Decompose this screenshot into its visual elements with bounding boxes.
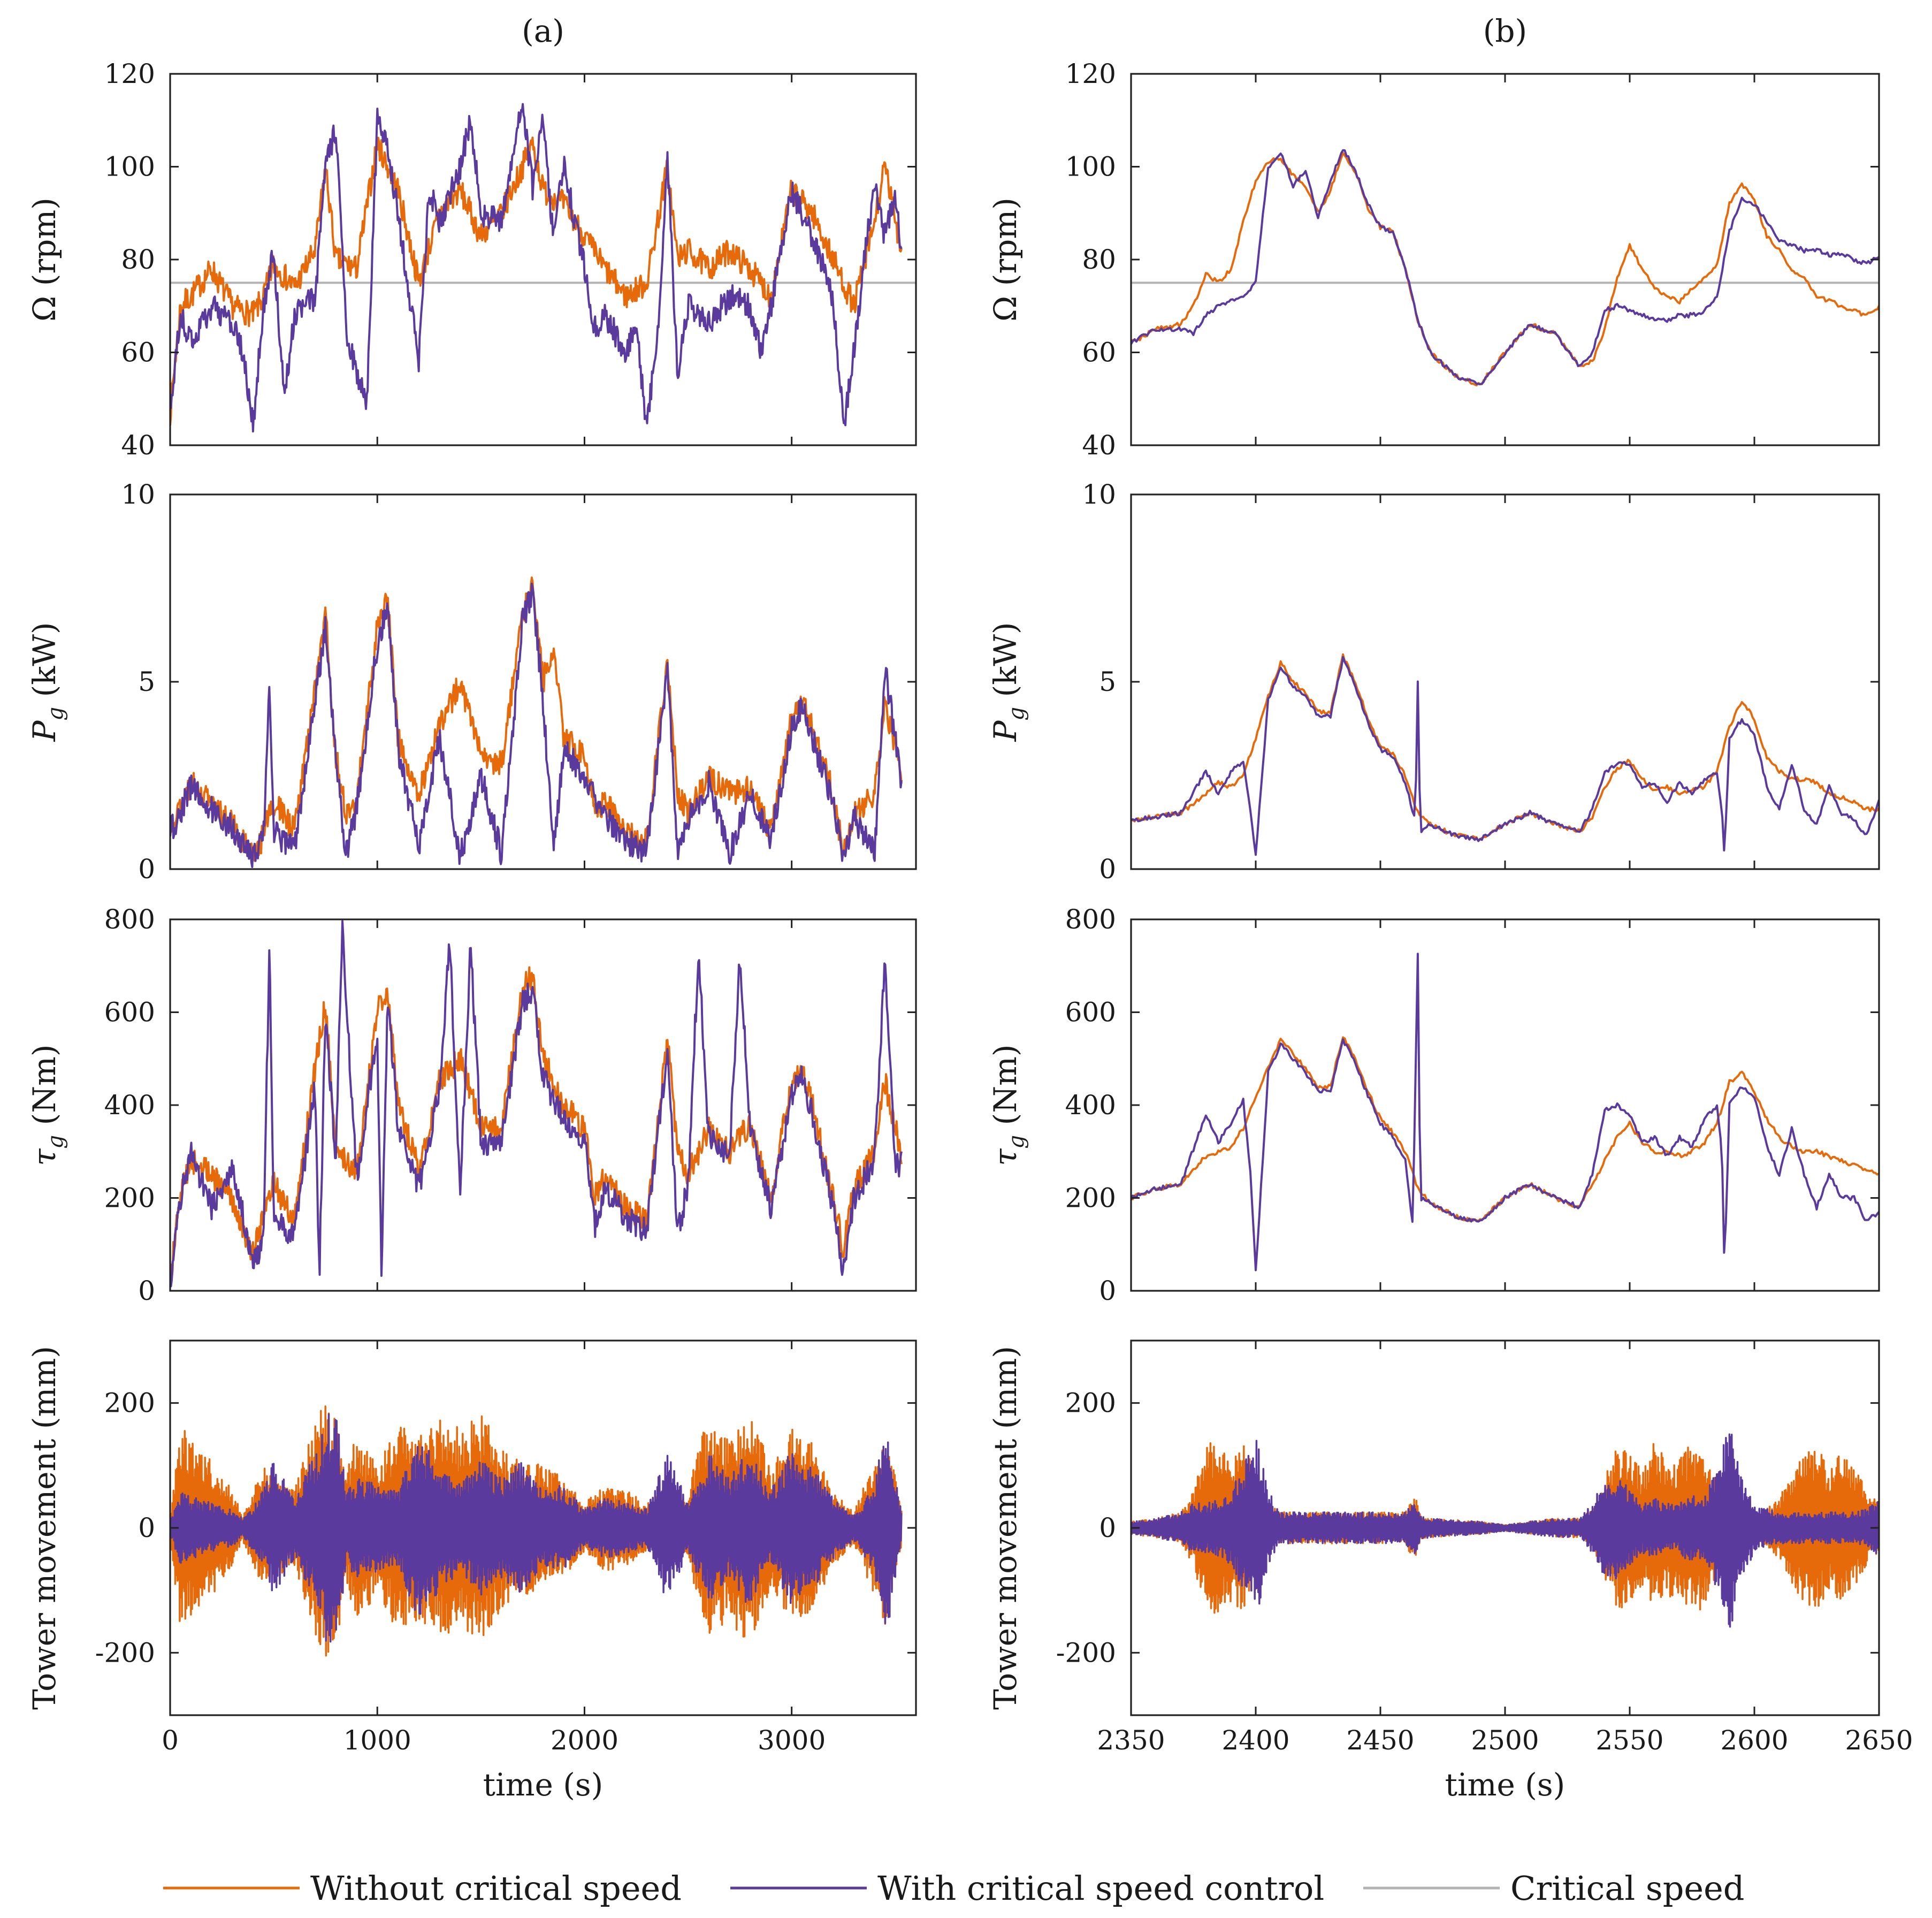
x-tick-label: 2450	[1346, 1725, 1414, 1756]
panel-b-tower: 2350 2400 2450 2500 2550 2600 2650 -200 0 200 Towe…	[987, 1339, 1913, 1803]
y-tick-label: 200	[104, 1183, 155, 1214]
series-line-with	[170, 920, 903, 1288]
panel-title-b-omega: (b)	[1483, 13, 1527, 49]
y-tick-label: 10	[1082, 479, 1116, 510]
plot-area-b-tower	[1131, 1433, 1879, 1628]
y-tick-label: 600	[1065, 997, 1116, 1028]
panel-b-omega: (b) 40 60 80 100 120 Ω (rpm)	[987, 13, 1880, 461]
series-line-with	[1131, 656, 1879, 856]
y-tick-label: 800	[104, 904, 155, 935]
y-tick-label: 0	[1099, 1512, 1116, 1543]
y-tick-label: 200	[104, 1388, 155, 1419]
y-tick-label: 600	[104, 997, 155, 1028]
y-tick-label: 0	[1099, 854, 1116, 885]
axes-frame	[1130, 493, 1880, 870]
y-tick-label: 120	[104, 58, 155, 89]
x-tick-label: 2550	[1595, 1725, 1663, 1756]
plot-area-a-omega	[170, 103, 916, 433]
y-tick-label: 100	[1065, 151, 1116, 182]
series-line-with	[170, 582, 903, 868]
series-line-without	[1131, 152, 1879, 386]
y-tick-label: 200	[1065, 1388, 1116, 1419]
series-line-with	[1131, 953, 1879, 1272]
plot-area-a-power	[170, 576, 903, 868]
x-tick-label: 3000	[758, 1725, 826, 1756]
y-tick-label: 800	[1065, 904, 1116, 935]
panel-a-torque: 0 200 400 600 800 τg (Nm)	[26, 904, 917, 1306]
plot-area-b-omega	[1131, 149, 1879, 386]
y-tick-label: 60	[121, 337, 155, 368]
series-line-without	[1131, 653, 1879, 842]
plot-area-b-power	[1131, 653, 1879, 856]
y-tick-label: 5	[1099, 666, 1116, 697]
y-tick-label: 0	[138, 854, 155, 885]
y-tick-label: 200	[1065, 1183, 1116, 1214]
x-axis-label: time (s)	[1445, 1767, 1566, 1803]
y-axis-label: Tower movement (mm)	[26, 1346, 63, 1710]
x-tick-label: 2500	[1471, 1725, 1539, 1756]
y-tick-label: -200	[95, 1637, 155, 1668]
plot-area-a-torque	[170, 920, 903, 1288]
x-tick-label: 0	[162, 1725, 179, 1756]
y-tick-label: 0	[1099, 1275, 1116, 1306]
y-tick-label: 120	[1065, 58, 1116, 89]
legend-label-without: Without critical speed	[310, 1869, 682, 1908]
series-line-with	[1131, 149, 1879, 385]
panel-title-a-omega: (a)	[522, 13, 564, 49]
y-axis-label: τg (Nm)	[987, 1044, 1029, 1166]
x-axis-label: time (s)	[483, 1767, 604, 1803]
y-axis-label: Ω (rpm)	[987, 197, 1024, 322]
y-tick-label: -200	[1056, 1637, 1116, 1668]
y-tick-label: 5	[138, 666, 155, 697]
y-tick-label: 0	[138, 1275, 155, 1306]
legend-label-with: With critical speed control	[877, 1869, 1324, 1908]
y-tick-label: 100	[104, 151, 155, 182]
series-line-without	[1131, 1036, 1879, 1222]
series-oscillation-with	[1131, 1433, 1879, 1628]
x-tick-label: 2400	[1221, 1725, 1289, 1756]
x-tick-label: 2600	[1720, 1725, 1788, 1756]
y-tick-label: 10	[121, 479, 155, 510]
y-tick-label: 40	[121, 430, 155, 461]
axes-frame	[169, 918, 917, 1292]
panel-b-power: 0 5 10 Pg (kW)	[987, 479, 1880, 885]
y-tick-label: 60	[1082, 337, 1116, 368]
y-axis-label: τg (Nm)	[26, 1044, 68, 1166]
y-axis-label: Ω (rpm)	[26, 197, 63, 322]
legend-label-critical: Critical speed	[1510, 1869, 1744, 1908]
y-tick-label: 80	[1082, 244, 1116, 275]
y-axis-label: Tower movement (mm)	[987, 1346, 1024, 1710]
panel-a-omega: (a) 40 60 80 100 120 Ω (rpm)	[26, 13, 917, 461]
axes-frame	[1130, 73, 1880, 446]
x-tick-label: 2650	[1845, 1725, 1913, 1756]
plot-area-b-torque	[1131, 953, 1879, 1272]
plot-area-a-tower	[170, 1405, 903, 1657]
panel-a-power: 0 5 10 Pg (kW)	[26, 479, 917, 885]
series-line-without	[170, 136, 903, 426]
y-axis-label: Pg (kW)	[26, 622, 68, 742]
y-tick-label: 400	[1065, 1090, 1116, 1121]
x-tick-label: 1000	[343, 1725, 411, 1756]
legend: Without critical speed With critical spe…	[163, 1869, 1744, 1908]
x-tick-label: 2000	[551, 1725, 618, 1756]
y-tick-label: 400	[104, 1090, 155, 1121]
series-oscillation-with	[170, 1413, 903, 1643]
y-axis-label: Pg (kW)	[987, 622, 1029, 742]
panel-b-torque: 0 200 400 600 800 τg (Nm)	[987, 904, 1880, 1306]
x-tick-label: 2350	[1097, 1725, 1165, 1756]
panel-a-tower: 0 1000 2000 3000 -200 0 200 Tower movement (mm)…	[26, 1339, 917, 1803]
y-tick-label: 80	[121, 244, 155, 275]
y-tick-label: 0	[138, 1512, 155, 1543]
y-tick-label: 40	[1082, 430, 1116, 461]
series-line-with	[170, 103, 903, 433]
